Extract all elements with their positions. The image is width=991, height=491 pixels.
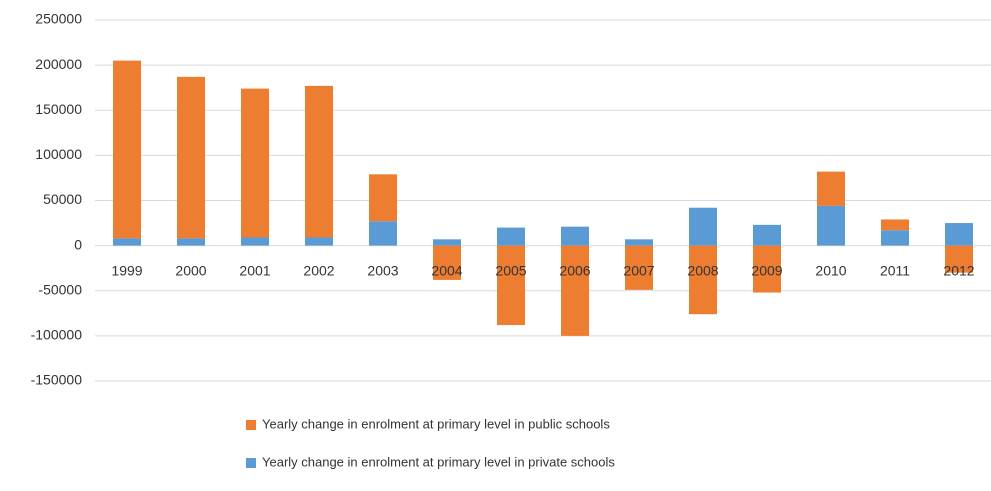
bar	[497, 245, 525, 326]
bar	[177, 76, 205, 239]
legend-swatch	[246, 420, 256, 430]
bar	[305, 237, 333, 246]
legend-swatch	[246, 458, 256, 468]
x-tick-label: 2000	[175, 263, 206, 279]
y-tick-label: 200000	[35, 56, 82, 72]
bar	[753, 224, 781, 246]
bar	[305, 85, 333, 238]
bar	[241, 237, 269, 246]
bar	[113, 60, 141, 239]
bar	[369, 221, 397, 246]
bar	[177, 238, 205, 246]
bar	[881, 219, 909, 231]
bar	[881, 230, 909, 246]
bar	[113, 238, 141, 246]
x-tick-label: 2001	[239, 263, 270, 279]
bar	[433, 245, 461, 280]
y-tick-label: -150000	[31, 372, 83, 388]
legend-label: Yearly change in enrolment at primary le…	[262, 454, 615, 469]
x-tick-label: 2005	[495, 263, 526, 279]
x-tick-label: 1999	[111, 263, 142, 279]
bar	[625, 239, 653, 246]
x-tick-label: 2010	[815, 263, 846, 279]
y-tick-label: 150000	[35, 101, 82, 117]
x-tick-label: 2012	[943, 263, 974, 279]
bar	[625, 245, 653, 290]
bar	[817, 205, 845, 246]
y-tick-label: -50000	[38, 281, 82, 297]
y-tick-label: 0	[74, 236, 82, 252]
bar	[433, 239, 461, 246]
y-tick-label: 100000	[35, 146, 82, 162]
y-tick-label: 50000	[43, 191, 82, 207]
bar	[753, 245, 781, 293]
bar	[945, 245, 973, 273]
x-tick-label: 2011	[880, 263, 910, 279]
bar	[369, 174, 397, 222]
bar	[817, 171, 845, 206]
x-tick-label: 2002	[303, 263, 334, 279]
bar	[497, 227, 525, 246]
bar	[689, 207, 717, 246]
x-tick-label: 2004	[431, 263, 462, 279]
x-tick-label: 2008	[687, 263, 718, 279]
y-tick-label: -100000	[31, 327, 83, 343]
bar	[241, 88, 269, 238]
bar	[945, 223, 973, 246]
bar	[561, 226, 589, 246]
bar	[561, 245, 589, 336]
x-tick-label: 2003	[367, 263, 398, 279]
x-tick-label: 2006	[559, 263, 590, 279]
x-tick-label: 2009	[751, 263, 782, 279]
bar	[689, 245, 717, 315]
legend-label: Yearly change in enrolment at primary le…	[262, 416, 610, 431]
x-tick-label: 2007	[623, 263, 654, 279]
y-tick-label: 250000	[35, 11, 82, 27]
